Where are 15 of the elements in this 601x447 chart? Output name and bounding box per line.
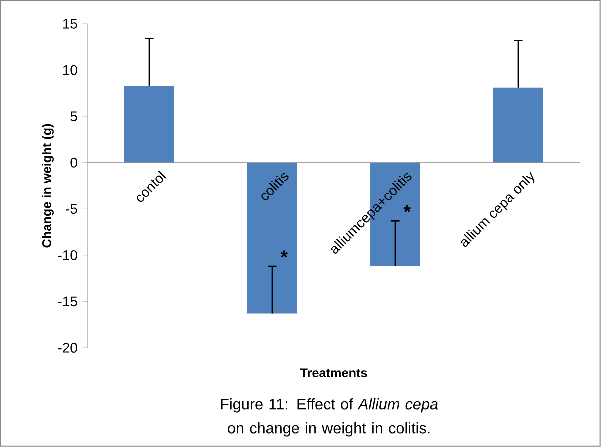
text: Figure 11: Effect of Allium cepa on change in weight in colitis.	[221, 398, 438, 437]
bar	[124, 86, 175, 163]
x-axis-title: Treatments	[300, 368, 368, 378]
y-tick-label: -15	[58, 296, 78, 307]
y-tick-label: 15	[63, 19, 78, 29]
y-tick-label: -5	[66, 204, 78, 214]
y-tick-label: 10	[63, 65, 78, 76]
y-tick-label: 0	[70, 158, 78, 168]
bar	[247, 162, 298, 314]
y-tick-label: 5	[70, 112, 78, 122]
y-tick-label: -10	[58, 250, 78, 260]
y-axis-title: Change in weight (g)	[42, 124, 54, 248]
bar	[493, 88, 544, 163]
y-tick-label: -20	[58, 343, 78, 353]
annotation: *	[280, 250, 288, 258]
